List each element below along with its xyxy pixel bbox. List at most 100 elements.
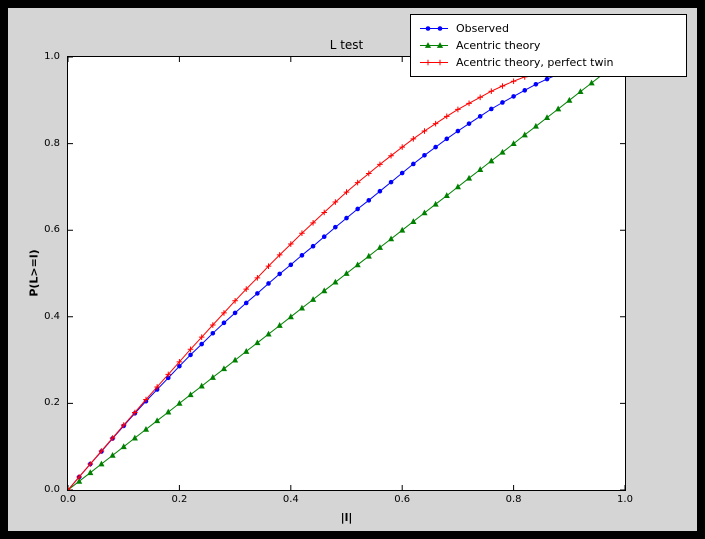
data-point-plus [377,161,383,168]
y-axis-label: P(L>=l) [27,249,41,297]
data-point-triangle [298,304,306,311]
data-point-plus [132,409,138,416]
data-point-plus [288,241,294,247]
data-point-circle [199,341,204,347]
data-point-plus [76,474,82,480]
data-point-circle [232,310,238,316]
data-point-triangle [131,434,138,441]
data-point-plus [466,100,472,107]
data-point-plus [254,275,261,281]
data-point-plus [365,170,372,177]
data-point-circle [266,281,271,286]
data-point-circle [455,128,461,134]
x-tick-label: 1.0 [617,494,633,505]
data-point-circle [477,114,483,119]
data-point-circle [243,300,249,306]
data-point-circle [299,253,305,258]
data-point-triangle [209,374,216,380]
data-point-circle [310,243,316,249]
data-point-triangle [499,148,506,155]
data-point-circle [255,291,260,296]
x-axis-label: |l| [340,511,353,524]
data-point-triangle [588,79,595,86]
data-point-circle [355,206,360,212]
data-point-plus [198,334,205,340]
legend-label-observed: Observed [456,22,509,35]
data-point-circle [221,320,227,326]
data-point-plus [299,230,305,237]
data-point-plus [165,371,172,378]
data-point-plus [510,78,517,85]
data-point-plus [265,263,272,269]
chart-title: L test [329,38,364,52]
data-point-circle [399,170,405,176]
data-point-circle [321,234,327,239]
data-point-triangle [76,477,83,484]
data-point-triangle [443,192,450,198]
legend-entry-perfect-twin: Acentric theory, perfect twin [419,54,678,71]
data-point-triangle [354,261,361,268]
data-point-triangle [399,226,406,233]
data-point-triangle [436,42,444,48]
x-tick-label: 0.8 [505,494,522,505]
data-point-circle [511,94,516,99]
data-point-plus [488,88,495,95]
data-point-circle [288,262,294,268]
data-point-circle [500,100,505,105]
data-point-triangle [321,287,328,294]
data-point-triangle [365,252,372,259]
data-point-triangle [265,330,272,337]
data-point-triangle [309,296,317,302]
legend-line-acentric-theory-icon [420,42,448,48]
data-point-triangle [454,183,461,190]
data-point-plus [437,59,443,66]
data-point-plus [98,448,105,454]
data-point-circle [422,152,427,158]
data-point-plus [455,106,461,113]
data-point-triangle [387,235,395,242]
data-point-triangle [577,88,584,95]
data-point-triangle [421,209,428,216]
data-point-circle [388,179,394,185]
data-point-plus [499,83,506,89]
data-point-circle [444,136,450,142]
data-point-plus [120,422,127,428]
legend-entry-observed: Observed [419,20,678,37]
data-point-plus [276,252,283,258]
data-point-plus [210,322,216,328]
data-point-plus [388,152,394,159]
x-tick-label: 0.6 [394,494,411,505]
data-point-plus [443,113,450,120]
y-tick-label: 1.0 [44,51,60,62]
data-point-circle [522,88,528,93]
data-point-plus [432,120,439,127]
legend-entry-acentric-theory: Acentric theory [419,37,678,54]
plot-area: 0.0 0.2 0.4 0.6 0.8 1.0 0.0 0.2 0.4 0.6 0.8 1.0 [44,51,633,505]
data-point-triangle [142,425,150,432]
data-point-triangle [555,105,562,112]
data-point-triangle [488,157,495,164]
data-point-plus [243,286,250,292]
data-point-plus [143,396,149,403]
data-point-circle [533,81,539,87]
data-point-plus [87,461,94,467]
data-point-circle [377,188,383,194]
data-point-triangle [424,42,432,48]
data-point-triangle [276,322,283,328]
y-tick-label: 0.6 [44,224,60,236]
data-point-triangle [243,348,250,354]
data-point-circle [544,76,550,82]
data-point-plus [221,310,227,316]
x-tick-label: 0.4 [282,494,299,505]
data-point-circle [433,144,438,150]
data-point-plus [332,199,339,205]
data-point-circle [165,375,171,381]
data-point-circle [344,215,349,221]
data-point-triangle [410,218,417,224]
data-point-triangle [165,408,172,415]
data-point-circle [188,352,193,358]
data-point-circle [411,161,416,167]
data-point-triangle [521,131,528,138]
data-point-triangle [254,339,261,346]
